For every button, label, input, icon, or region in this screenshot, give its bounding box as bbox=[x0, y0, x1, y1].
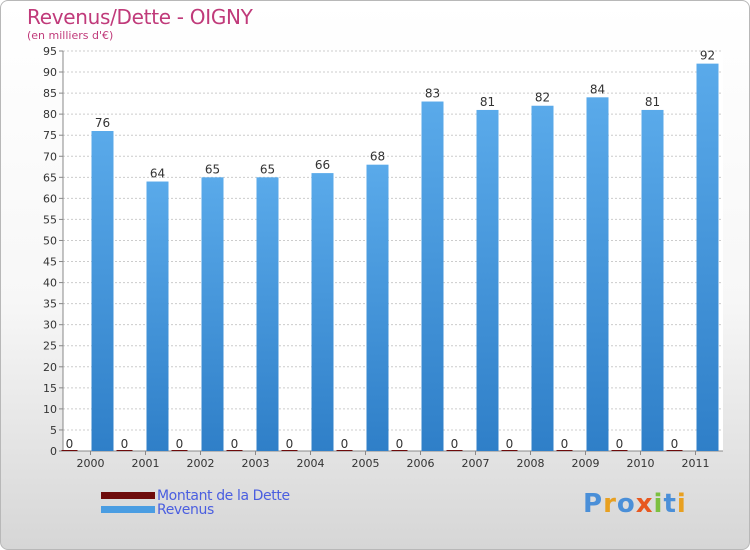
y-tick-label: 25 bbox=[43, 340, 57, 353]
y-tick-label: 50 bbox=[43, 234, 57, 247]
revenus-value-label: 64 bbox=[150, 167, 165, 181]
dette-value-label: 0 bbox=[66, 437, 74, 451]
dette-bar bbox=[446, 450, 463, 451]
logo-letter: i bbox=[653, 489, 664, 519]
revenus-value-label: 81 bbox=[645, 95, 660, 109]
dette-bar bbox=[336, 450, 353, 451]
dette-bar bbox=[171, 450, 188, 451]
x-tick-label: 2011 bbox=[682, 457, 710, 470]
y-tick-label: 70 bbox=[43, 150, 57, 163]
y-tick-label: 15 bbox=[43, 382, 57, 395]
logo-letter: P bbox=[583, 489, 604, 519]
x-tick-label: 2008 bbox=[517, 457, 545, 470]
legend-label-revenus: Revenus bbox=[157, 502, 214, 518]
revenus-bar bbox=[421, 101, 444, 452]
dette-value-label: 0 bbox=[561, 437, 569, 451]
y-tick-label: 60 bbox=[43, 192, 57, 205]
x-tick-label: 2000 bbox=[77, 457, 105, 470]
dette-value-label: 0 bbox=[671, 437, 679, 451]
revenus-bar bbox=[531, 105, 554, 451]
x-tick-label: 2006 bbox=[407, 457, 435, 470]
revenus-bar bbox=[311, 173, 334, 451]
dette-value-label: 0 bbox=[121, 437, 129, 451]
y-tick-label: 75 bbox=[43, 129, 57, 142]
x-tick-label: 2001 bbox=[132, 457, 160, 470]
logo-letter: o bbox=[616, 489, 636, 519]
y-tick-label: 95 bbox=[43, 45, 57, 58]
x-tick-label: 2010 bbox=[627, 457, 655, 470]
legend-label-dette: Montant de la Dette bbox=[157, 488, 290, 504]
logo-letter: i bbox=[676, 489, 687, 519]
legend-swatch-revenus bbox=[101, 506, 155, 513]
dette-bar bbox=[391, 450, 408, 451]
dette-value-label: 0 bbox=[396, 437, 404, 451]
dette-value-label: 0 bbox=[451, 437, 459, 451]
revenus-bar bbox=[256, 177, 279, 451]
revenus-value-label: 84 bbox=[590, 82, 605, 96]
dette-bar bbox=[501, 450, 518, 451]
legend-swatch-dette bbox=[101, 492, 155, 499]
dette-value-label: 0 bbox=[616, 437, 624, 451]
revenus-value-label: 65 bbox=[205, 162, 220, 176]
dette-value-label: 0 bbox=[176, 437, 184, 451]
revenus-value-label: 68 bbox=[370, 150, 385, 164]
x-tick-label: 2002 bbox=[187, 457, 215, 470]
x-tick-label: 2009 bbox=[572, 457, 600, 470]
dette-bar bbox=[61, 450, 78, 451]
y-tick-label: 5 bbox=[50, 424, 57, 437]
x-tick-label: 2003 bbox=[242, 457, 270, 470]
revenus-bar bbox=[366, 164, 389, 451]
logo-letter: t bbox=[663, 489, 677, 519]
y-tick-label: 35 bbox=[43, 298, 57, 311]
revenus-bar bbox=[696, 63, 719, 451]
dette-value-label: 0 bbox=[341, 437, 349, 451]
dette-bar bbox=[666, 450, 683, 451]
y-tick-label: 10 bbox=[43, 403, 57, 416]
revenus-value-label: 92 bbox=[700, 49, 715, 63]
revenus-value-label: 76 bbox=[95, 116, 110, 130]
dette-value-label: 0 bbox=[506, 437, 514, 451]
dette-bar bbox=[556, 450, 573, 451]
x-tick-label: 2007 bbox=[462, 457, 490, 470]
x-tick-label: 2005 bbox=[352, 457, 380, 470]
logo-letter: x bbox=[635, 489, 654, 519]
dette-bar bbox=[611, 450, 628, 451]
y-tick-label: 80 bbox=[43, 108, 57, 121]
revenus-value-label: 83 bbox=[425, 87, 440, 101]
dette-bar bbox=[281, 450, 298, 451]
revenus-bar bbox=[641, 109, 664, 452]
dette-value-label: 0 bbox=[231, 437, 239, 451]
revenus-bar bbox=[146, 181, 169, 452]
y-tick-label: 0 bbox=[50, 445, 57, 458]
y-tick-label: 30 bbox=[43, 319, 57, 332]
revenus-bar bbox=[586, 97, 609, 451]
plot-area bbox=[63, 51, 723, 451]
revenus-value-label: 82 bbox=[535, 91, 550, 105]
dette-bar bbox=[226, 450, 243, 451]
x-tick-label: 2004 bbox=[297, 457, 325, 470]
chart-subtitle: (en milliers d'€) bbox=[27, 29, 114, 42]
y-tick-label: 40 bbox=[43, 277, 57, 290]
revenus-bar bbox=[476, 109, 499, 452]
y-tick-label: 20 bbox=[43, 361, 57, 374]
y-tick-label: 55 bbox=[43, 213, 57, 226]
revenus-bar bbox=[201, 177, 224, 451]
dette-value-label: 0 bbox=[286, 437, 294, 451]
y-tick-label: 85 bbox=[43, 87, 57, 100]
revenus-value-label: 65 bbox=[260, 162, 275, 176]
y-tick-label: 90 bbox=[43, 66, 57, 79]
dette-bar bbox=[116, 450, 133, 451]
chart-title: Revenus/Dette - OIGNY bbox=[27, 5, 253, 29]
logo-letter: r bbox=[603, 489, 617, 519]
revenus-bar bbox=[91, 131, 114, 451]
revenus-value-label: 81 bbox=[480, 95, 495, 109]
revenus-value-label: 66 bbox=[315, 158, 330, 172]
y-tick-label: 45 bbox=[43, 256, 57, 269]
y-tick-label: 65 bbox=[43, 171, 57, 184]
proxiti-logo: Proxiti bbox=[583, 489, 687, 519]
